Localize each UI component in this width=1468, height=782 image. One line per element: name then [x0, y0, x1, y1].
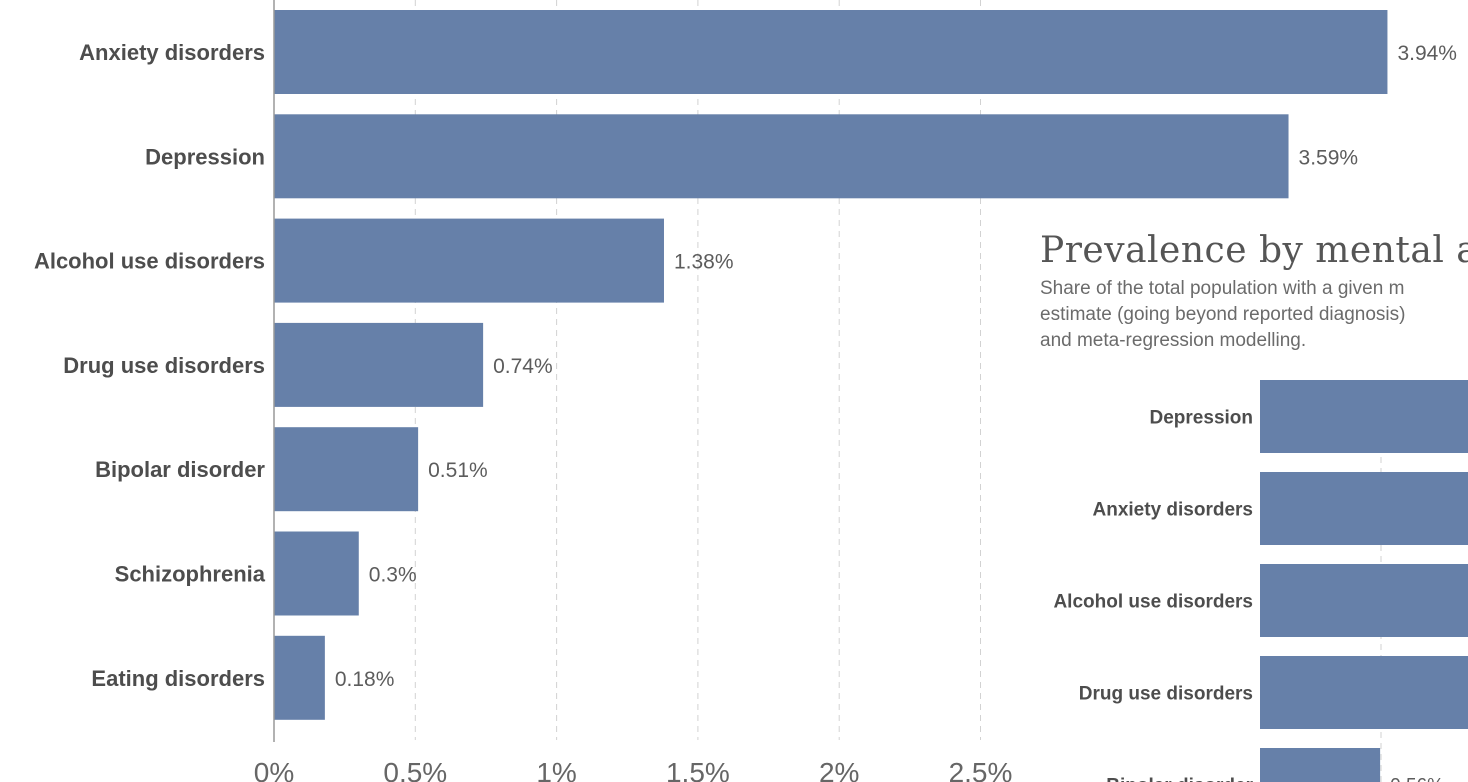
inset-chart-subtitle-line-1: Share of the total population with a giv… — [1040, 278, 1405, 299]
bar — [1260, 656, 1468, 729]
category-label: Eating disorders — [91, 666, 265, 691]
inset-chart-panel: Prevalence by mental and Share of the to… — [1016, 222, 1468, 782]
bar — [274, 635, 325, 720]
value-label: 0.3% — [369, 564, 417, 587]
value-label: 0.18% — [335, 668, 395, 691]
bar — [274, 218, 664, 303]
category-label: Alcohol use disorders — [1053, 592, 1253, 613]
value-label: 0.74% — [493, 355, 553, 378]
bar — [1260, 748, 1381, 782]
x-tick-label: 2.5% — [949, 757, 1013, 782]
x-tick-label: 0% — [254, 757, 294, 782]
bar — [274, 322, 484, 407]
value-label: 3.94% — [1397, 42, 1457, 65]
x-tick-label: 1.5% — [666, 757, 730, 782]
category-label: Alcohol use disorders — [34, 249, 265, 274]
bar — [274, 427, 419, 512]
bar — [1260, 472, 1468, 545]
inset-chart-title: Prevalence by mental and — [1040, 230, 1468, 271]
bar — [274, 114, 1289, 199]
inset-bar-chart: Depression Anxiety disorders Alcohol use d… — [1053, 380, 1468, 782]
value-label: 0.51% — [428, 459, 488, 482]
bar — [274, 531, 359, 616]
inset-chart-subtitle-line-3: and meta-regression modelling. — [1040, 330, 1307, 351]
bar — [1260, 564, 1468, 637]
category-label: Anxiety disorders — [1093, 500, 1254, 521]
bar — [274, 10, 1388, 94]
value-label: 1.38% — [674, 251, 734, 274]
value-label: 0.56% — [1390, 776, 1444, 782]
inset-chart-subtitle-line-2: estimate (going beyond reported diagnosi… — [1040, 304, 1406, 325]
category-label: Bipolar disorder — [1106, 776, 1253, 782]
category-label: Drug use disorders — [63, 353, 265, 378]
x-tick-label: 0.5% — [383, 757, 447, 782]
category-label: Anxiety disorders — [79, 40, 265, 65]
value-label: 3.59% — [1299, 146, 1359, 169]
x-tick-label: 2% — [819, 757, 859, 782]
category-label: Bipolar disorder — [95, 457, 265, 482]
x-tick-label: 1% — [536, 757, 576, 782]
category-label: Depression — [1150, 408, 1253, 429]
category-label: Depression — [145, 144, 265, 169]
category-label: Schizophrenia — [115, 562, 266, 587]
bar — [1260, 380, 1468, 453]
category-label: Drug use disorders — [1079, 684, 1253, 705]
